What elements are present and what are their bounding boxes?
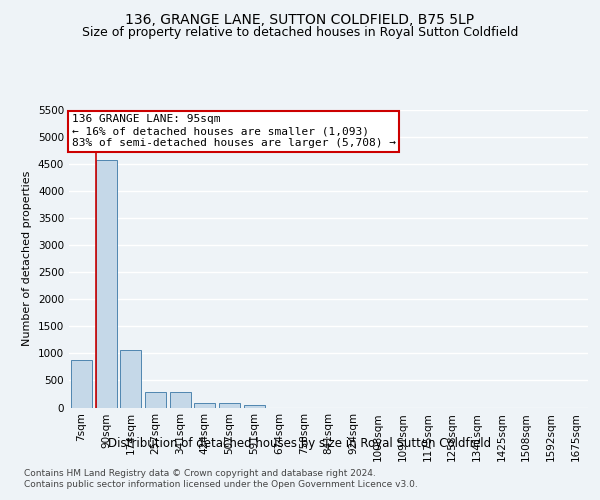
Text: 136, GRANGE LANE, SUTTON COLDFIELD, B75 5LP: 136, GRANGE LANE, SUTTON COLDFIELD, B75 …: [125, 12, 475, 26]
Y-axis label: Number of detached properties: Number of detached properties: [22, 171, 32, 346]
Bar: [194, 403, 215, 407]
Text: Distribution of detached houses by size in Royal Sutton Coldfield: Distribution of detached houses by size …: [109, 436, 491, 450]
Bar: [120, 350, 141, 408]
Bar: [71, 360, 92, 408]
Bar: [244, 405, 265, 407]
Text: Contains public sector information licensed under the Open Government Licence v3: Contains public sector information licen…: [24, 480, 418, 489]
Text: Size of property relative to detached houses in Royal Sutton Coldfield: Size of property relative to detached ho…: [82, 26, 518, 39]
Bar: [145, 392, 166, 407]
Bar: [95, 160, 116, 408]
Bar: [170, 392, 191, 407]
Text: Contains HM Land Registry data © Crown copyright and database right 2024.: Contains HM Land Registry data © Crown c…: [24, 469, 376, 478]
Bar: [219, 403, 240, 407]
Text: 136 GRANGE LANE: 95sqm
← 16% of detached houses are smaller (1,093)
83% of semi-: 136 GRANGE LANE: 95sqm ← 16% of detached…: [71, 114, 395, 148]
